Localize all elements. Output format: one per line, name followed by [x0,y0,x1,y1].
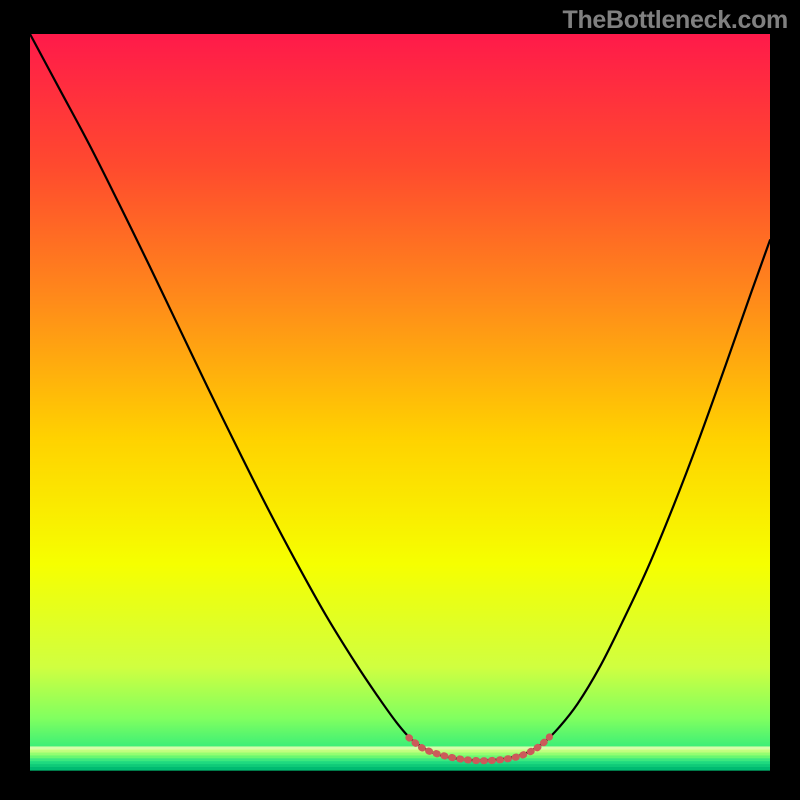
plot-background [30,34,770,770]
bottleneck-chart [0,0,800,800]
watermark-label: TheBottleneck.com [562,6,788,35]
green-stripe [30,767,770,771]
